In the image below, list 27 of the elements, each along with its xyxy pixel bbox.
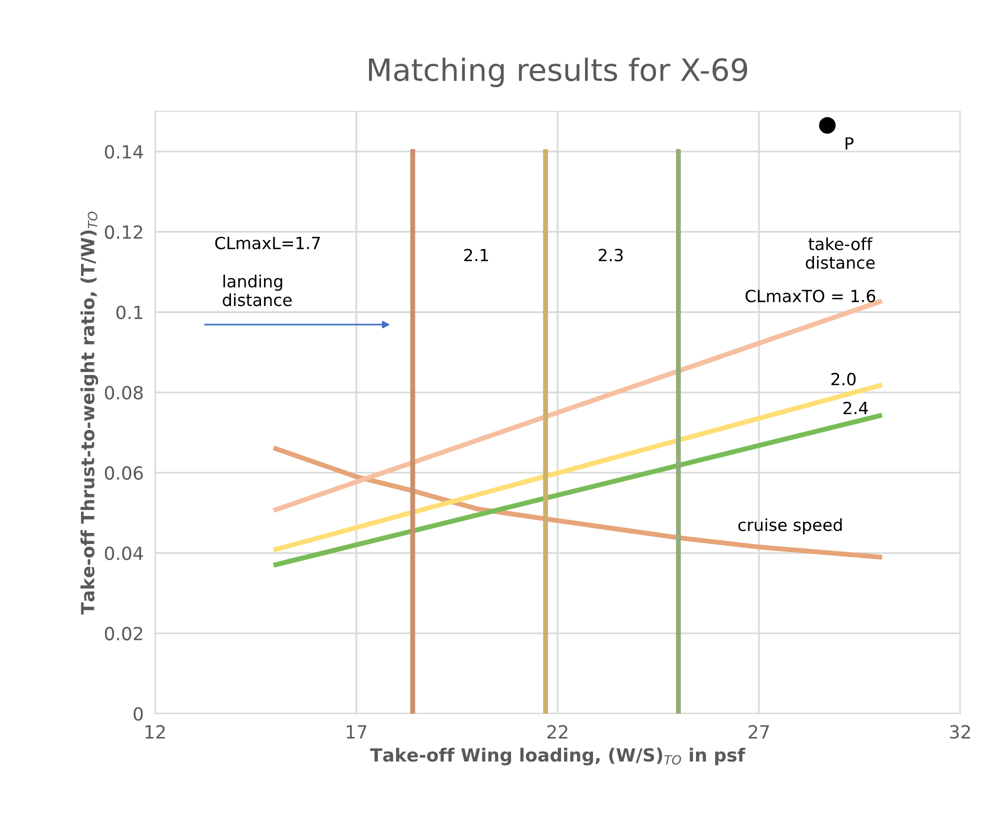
- x-tick-label: 32: [950, 725, 970, 739]
- y-tick-label: 0.02: [104, 626, 142, 640]
- annotation: landing distance: [222, 274, 292, 306]
- x-tick-label: 22: [547, 725, 568, 738]
- chart-title: Matching results for X-69: [368, 58, 748, 88]
- annotation: cruise speed: [738, 518, 842, 534]
- annotation: take-off distance: [806, 237, 875, 269]
- y-tick-label: 0: [134, 707, 143, 721]
- y-tick-label: 0.06: [104, 466, 143, 480]
- annotation: CLmaxTO = 1.6: [746, 290, 876, 302]
- y-tick-label: 0.14: [104, 144, 143, 159]
- y-tick-label: 0.1: [116, 306, 142, 320]
- annotation: 2.4: [844, 402, 868, 414]
- x-tick-label: 17: [346, 725, 366, 738]
- annotation: P: [846, 137, 854, 150]
- x-axis-title: Take-off Wing loading, (W/S)$_{TO}$ in psf: [370, 748, 746, 766]
- y-tick-label: 0.04: [104, 546, 143, 560]
- annotation: 2.1: [464, 248, 488, 262]
- annotation: 2.0: [831, 372, 856, 386]
- annotation: CLmaxL=1.7: [215, 236, 320, 250]
- y-tick-label: 0.08: [104, 386, 143, 400]
- x-tick-label: 12: [146, 725, 165, 738]
- y-tick-label: 0.12: [104, 225, 142, 239]
- annotation: 2.3: [598, 248, 623, 262]
- x-tick-label: 27: [748, 725, 769, 738]
- y-axis-title: Take-off Thrust-to-weight ratio, (T/W)$_{TO}$: [80, 212, 98, 614]
- line-series: [273, 446, 882, 560]
